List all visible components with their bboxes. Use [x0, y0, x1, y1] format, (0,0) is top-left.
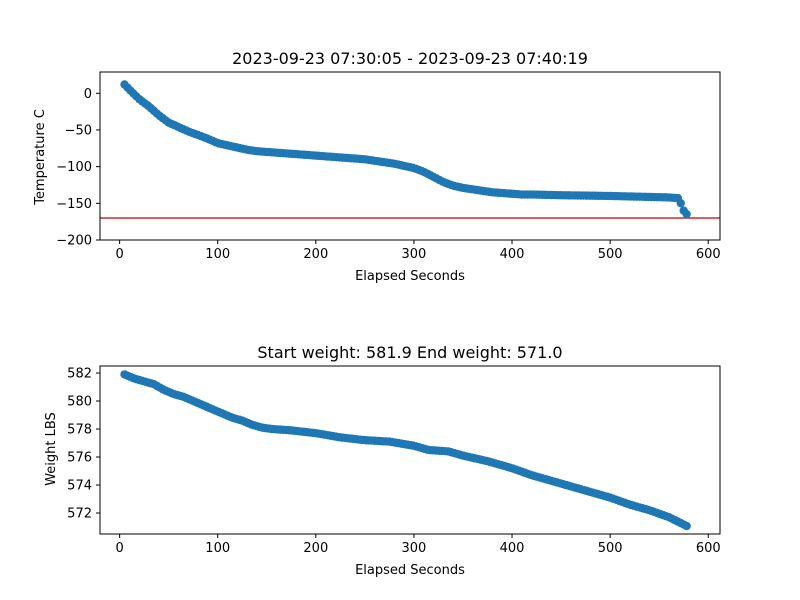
x-tick-label: 0 [115, 247, 123, 262]
y-tick-label: 0 [84, 87, 92, 102]
data-point [682, 209, 691, 219]
temperature-points [120, 80, 691, 219]
x-axis-label-weight: Elapsed Seconds [355, 563, 465, 578]
y-tick-label: 578 [67, 423, 92, 438]
y-tick-label: 582 [67, 367, 92, 382]
y-tick-label: 574 [67, 479, 92, 494]
weight-points [120, 370, 691, 531]
chart-title-temperature: 2023-09-23 07:30:05 - 2023-09-23 07:40:1… [232, 49, 588, 68]
y-axis-label-temperature: Temperature C [33, 109, 48, 206]
x-tick-label: 300 [402, 247, 427, 262]
x-tick-label: 200 [303, 247, 328, 262]
y-ticks-temperature: 0 −50 −100 −150 −200 [56, 87, 100, 249]
y-tick-label: 580 [67, 395, 92, 410]
y-tick-label: −200 [56, 234, 92, 249]
x-ticks-temperature: 0 100 200 300 400 500 600 [115, 240, 721, 262]
x-tick-label: 100 [205, 541, 230, 556]
x-tick-label: 500 [598, 541, 623, 556]
data-point [682, 521, 691, 531]
x-axis-label-temperature: Elapsed Seconds [355, 269, 465, 284]
x-tick-label: 400 [500, 541, 525, 556]
x-tick-label: 100 [205, 247, 230, 262]
x-tick-label: 0 [115, 541, 123, 556]
data-point [676, 198, 685, 208]
plot-frame-temperature [99, 71, 721, 241]
y-ticks-weight: 572 574 576 578 580 582 [67, 367, 100, 522]
y-tick-label: −100 [56, 160, 92, 175]
x-tick-label: 500 [598, 247, 623, 262]
x-tick-label: 200 [303, 541, 328, 556]
x-tick-label: 600 [696, 247, 721, 262]
x-tick-label: 600 [696, 541, 721, 556]
y-tick-label: 572 [67, 507, 92, 522]
chart-title-weight: Start weight: 581.9 End weight: 571.0 [257, 343, 562, 362]
weight-chart: Start weight: 581.9 End weight: 571.0 El… [44, 343, 721, 578]
y-tick-label: −50 [65, 123, 92, 138]
y-axis-label-weight: Weight LBS [44, 412, 59, 486]
x-tick-label: 400 [500, 247, 525, 262]
x-tick-label: 300 [402, 541, 427, 556]
plot-frame-weight [99, 365, 721, 535]
y-tick-label: 576 [67, 451, 92, 466]
y-tick-label: −150 [56, 197, 92, 212]
temperature-chart: 2023-09-23 07:30:05 - 2023-09-23 07:40:1… [33, 49, 721, 284]
x-ticks-weight: 0 100 200 300 400 500 600 [115, 534, 721, 556]
